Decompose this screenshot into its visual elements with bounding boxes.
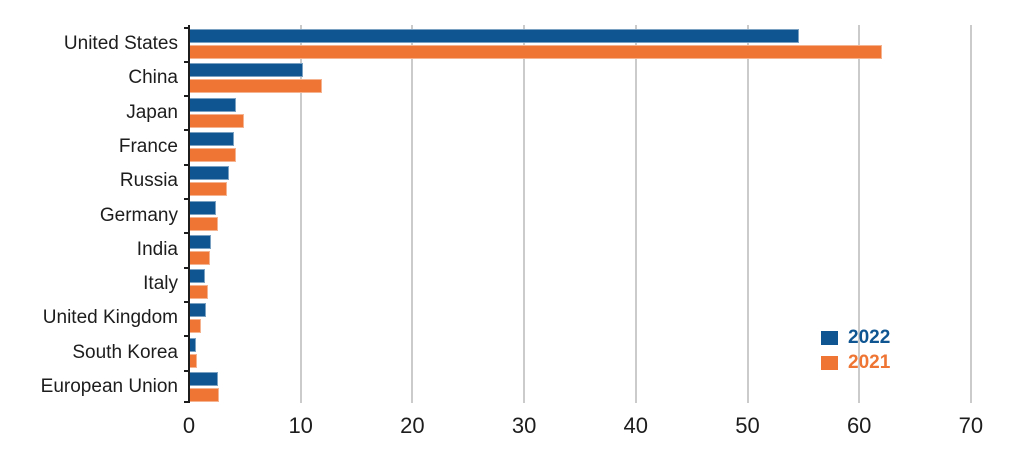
bar-2022-germany	[189, 200, 216, 215]
x-tick-label-0: 0	[182, 413, 196, 438]
y-axis-line	[188, 25, 190, 403]
bar-2022-south-korea	[189, 337, 196, 352]
x-tick-label-20: 20	[400, 413, 425, 438]
category-axis-tick	[184, 266, 189, 269]
category-axis-tick	[184, 401, 189, 403]
bar-2021-european-union	[189, 388, 219, 402]
bar-2021-united-states	[189, 45, 882, 59]
category-axis-tick	[184, 335, 189, 338]
gridline-70	[969, 25, 972, 403]
category-axis-tick	[184, 369, 189, 372]
legend-item-2022: 2022	[821, 327, 890, 348]
bar-2022-russia	[189, 166, 229, 181]
category-axis-tick	[184, 232, 189, 235]
category-axis-tick	[184, 198, 189, 200]
bar-2022-france	[189, 131, 234, 146]
category-label-india: India	[136, 238, 178, 260]
category-label-united-states: United States	[63, 33, 178, 54]
category-label-italy: Italy	[143, 273, 178, 295]
bar-2021-france	[189, 147, 236, 162]
gridline-50	[746, 25, 749, 403]
bar-2021-china	[189, 79, 322, 94]
x-tick-label-60: 60	[846, 413, 872, 438]
category-axis-tick	[184, 129, 189, 132]
legend: 2022 2021	[821, 327, 890, 377]
x-tick-label-40: 40	[623, 413, 649, 438]
bar-2022-italy	[189, 269, 205, 284]
category-label-united-kingdom: United Kingdom	[42, 307, 178, 329]
x-tick-label-50: 50	[735, 413, 760, 438]
bar-2021-united-kingdom	[189, 319, 201, 334]
bar-2022-india	[189, 234, 211, 249]
category-axis-tick	[184, 163, 189, 166]
bar-2022-japan	[189, 97, 236, 112]
bar-2021-russia	[189, 182, 227, 197]
bar-2022-china	[189, 63, 303, 78]
gridline-60	[858, 25, 861, 403]
gridline-20	[411, 25, 414, 403]
gridline-10	[299, 25, 302, 403]
legend-label-2022: 2022	[848, 327, 891, 348]
legend-swatch-2021	[821, 355, 838, 370]
category-label-south-korea: South Korea	[72, 341, 178, 363]
bar-2021-south-korea	[189, 353, 197, 368]
category-axis-tick	[184, 60, 189, 63]
category-label-germany: Germany	[99, 204, 178, 226]
bar-2021-japan	[189, 113, 244, 128]
gridline-30	[523, 25, 526, 403]
category-axis-tick	[184, 26, 189, 29]
bar-2022-united-kingdom	[189, 303, 206, 318]
bar-2021-india	[189, 250, 210, 265]
category-axis-tick	[184, 95, 189, 98]
bar-2021-italy	[189, 285, 208, 300]
legend-label-2021: 2021	[848, 352, 891, 373]
legend-swatch-2022	[821, 330, 838, 345]
gridline-40	[634, 25, 637, 403]
bar-2021-germany	[189, 216, 218, 231]
x-tick-label-30: 30	[511, 413, 537, 438]
category-axis-tick	[184, 300, 189, 303]
bar-2022-united-states	[189, 29, 799, 43]
category-label-france: France	[118, 135, 178, 157]
category-label-russia: Russia	[119, 170, 178, 192]
bar-2022-european-union	[189, 372, 218, 386]
x-tick-label-10: 10	[288, 413, 313, 438]
category-label-china: China	[128, 67, 178, 89]
x-tick-label-70: 70	[958, 413, 984, 438]
category-label-european-union: European Union	[40, 376, 178, 397]
legend-item-2021: 2021	[821, 352, 890, 373]
category-label-japan: Japan	[126, 101, 178, 123]
